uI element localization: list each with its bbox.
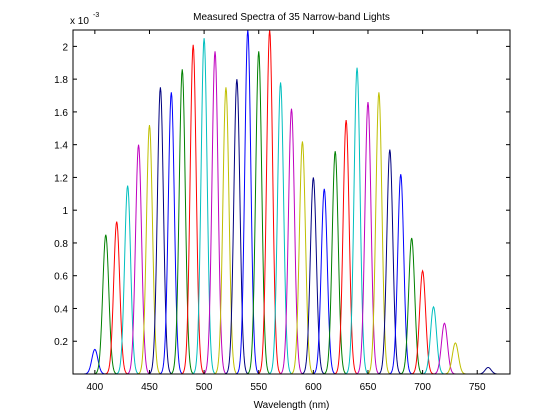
y-axis-multiplier-label: x 10 [70, 16, 89, 27]
y-tick-label: 0.8 [54, 239, 68, 250]
x-tick-label: 650 [360, 382, 377, 393]
ticks-layer: 400 450 500 550 600 650 700 750 0.2 0.4 0.6 0.8 1 1.2… [54, 30, 510, 393]
y-axis-multiplier-exponent: -3 [93, 12, 99, 19]
y-tick-label: 1.6 [54, 108, 68, 119]
x-axis-label: Wavelength (nm) [254, 400, 330, 411]
y-tick-label: 1.8 [54, 75, 68, 86]
x-tick-label: 400 [87, 382, 104, 393]
y-tick-label: 0.6 [54, 272, 68, 283]
y-tick-label: 2 [62, 42, 68, 53]
x-tick-label: 550 [250, 382, 267, 393]
y-tick-label: 0.4 [54, 304, 68, 315]
y-tick-label: 1 [62, 206, 68, 217]
y-tick-label: 1.4 [54, 141, 68, 152]
y-tick-label: 1.2 [54, 173, 68, 184]
x-tick-label: 700 [414, 382, 431, 393]
chart-title: Measured Spectra of 35 Narrow-band Light… [193, 12, 390, 23]
plot-area-frame [72, 29, 511, 375]
x-tick-label: 500 [196, 382, 213, 393]
x-tick-label: 450 [141, 382, 158, 393]
x-tick-label: 750 [469, 382, 486, 393]
x-tick-label: 600 [305, 382, 322, 393]
y-tick-label: 0.2 [54, 337, 68, 348]
